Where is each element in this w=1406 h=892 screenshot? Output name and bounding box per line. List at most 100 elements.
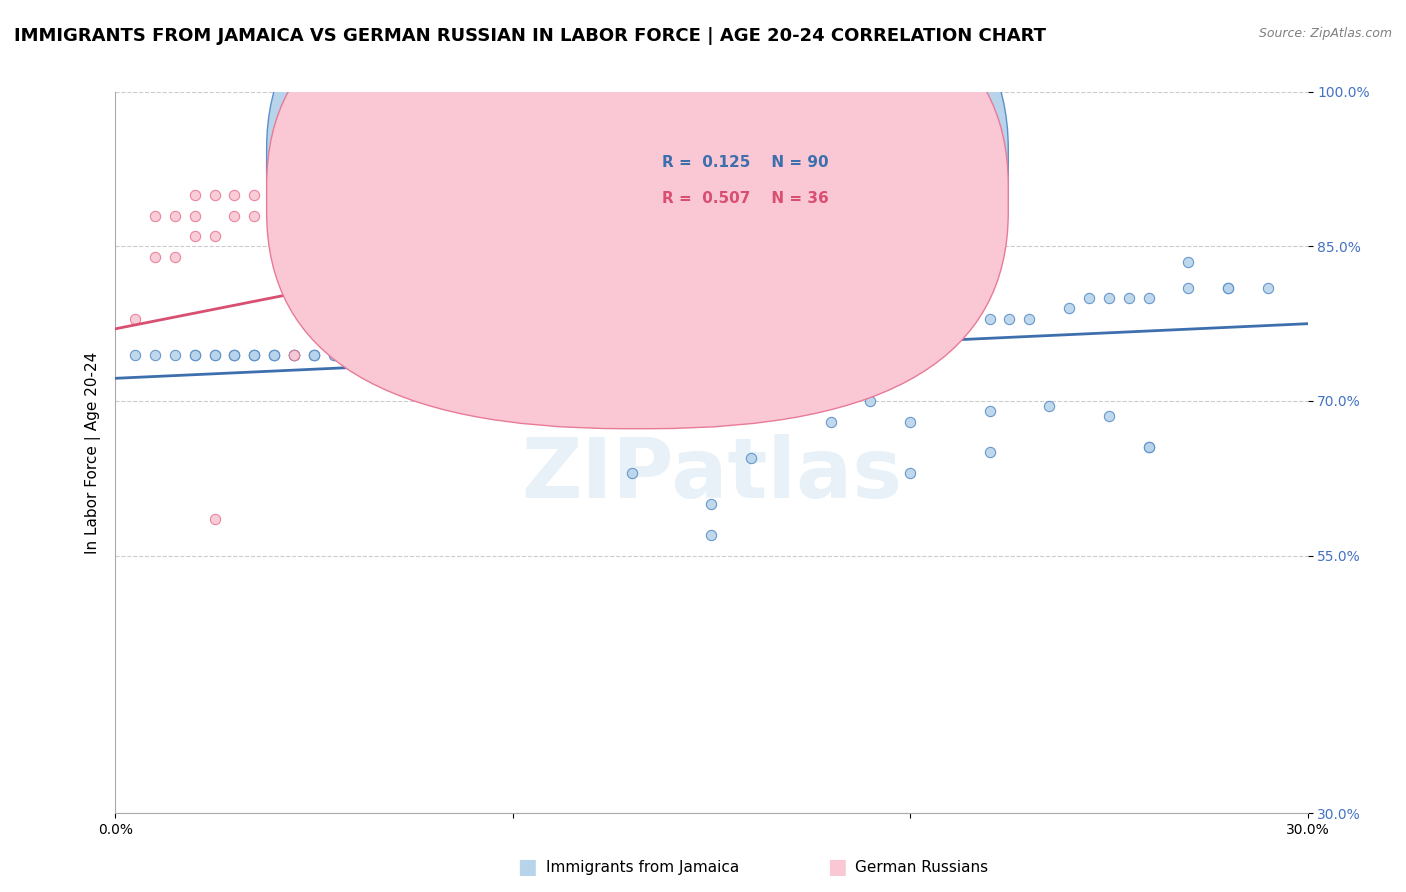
Point — [461, 348, 484, 362]
Point — [561, 348, 583, 362]
Point — [700, 311, 723, 326]
Point — [204, 187, 226, 202]
Point — [183, 209, 205, 223]
Point — [224, 348, 246, 362]
Point — [322, 348, 344, 362]
Point — [502, 348, 524, 362]
Point — [283, 348, 305, 362]
Point — [1057, 301, 1080, 316]
Point — [502, 348, 524, 362]
Text: German Russians: German Russians — [855, 860, 988, 874]
Point — [302, 348, 325, 362]
Point — [581, 415, 603, 429]
Point — [441, 348, 464, 362]
Point — [541, 229, 564, 244]
FancyBboxPatch shape — [267, 0, 1008, 429]
Point — [820, 415, 842, 429]
Point — [224, 348, 246, 362]
Point — [243, 348, 266, 362]
Point — [1177, 255, 1199, 269]
Point — [204, 512, 226, 526]
Point — [263, 187, 285, 202]
Point — [759, 311, 782, 326]
Point — [979, 445, 1001, 459]
Point — [939, 311, 962, 326]
Point — [143, 348, 166, 362]
Point — [541, 348, 564, 362]
Point — [620, 466, 643, 480]
Y-axis label: In Labor Force | Age 20-24: In Labor Force | Age 20-24 — [86, 351, 101, 554]
Point — [720, 209, 742, 223]
Point — [959, 311, 981, 326]
Point — [859, 311, 882, 326]
Point — [204, 348, 226, 362]
Point — [1018, 311, 1040, 326]
Point — [641, 348, 664, 362]
Point — [183, 348, 205, 362]
Point — [382, 348, 405, 362]
Text: IMMIGRANTS FROM JAMAICA VS GERMAN RUSSIAN IN LABOR FORCE | AGE 20-24 CORRELATION: IMMIGRANTS FROM JAMAICA VS GERMAN RUSSIA… — [14, 27, 1046, 45]
Point — [363, 348, 385, 362]
Point — [441, 229, 464, 244]
Point — [1098, 291, 1121, 305]
Point — [163, 209, 186, 223]
Point — [481, 229, 503, 244]
Point — [700, 497, 723, 511]
Point — [839, 311, 862, 326]
Point — [779, 311, 801, 326]
Point — [1098, 409, 1121, 424]
Point — [898, 415, 921, 429]
Point — [382, 219, 405, 233]
Point — [1118, 291, 1140, 305]
Point — [820, 311, 842, 326]
Point — [283, 209, 305, 223]
Point — [859, 394, 882, 409]
Point — [422, 219, 444, 233]
Text: R =  0.507    N = 36: R = 0.507 N = 36 — [662, 191, 830, 206]
Point — [820, 187, 842, 202]
Point — [581, 260, 603, 274]
Point — [302, 348, 325, 362]
Point — [343, 348, 366, 362]
Point — [363, 348, 385, 362]
Point — [143, 250, 166, 264]
Point — [302, 270, 325, 285]
Point — [263, 348, 285, 362]
Point — [224, 187, 246, 202]
Point — [302, 348, 325, 362]
Point — [402, 348, 425, 362]
Text: Immigrants from Jamaica: Immigrants from Jamaica — [546, 860, 738, 874]
Point — [422, 348, 444, 362]
Point — [740, 450, 762, 465]
Point — [363, 229, 385, 244]
Point — [522, 348, 544, 362]
Point — [898, 311, 921, 326]
Point — [1216, 280, 1239, 294]
Point — [183, 348, 205, 362]
Point — [243, 348, 266, 362]
Point — [740, 311, 762, 326]
Point — [124, 348, 146, 362]
Point — [898, 466, 921, 480]
Point — [1177, 280, 1199, 294]
Text: R =  0.125    N = 90: R = 0.125 N = 90 — [662, 155, 830, 170]
Point — [979, 311, 1001, 326]
Point — [283, 348, 305, 362]
Point — [620, 229, 643, 244]
Point — [481, 348, 503, 362]
Point — [322, 348, 344, 362]
FancyBboxPatch shape — [598, 128, 903, 233]
Point — [581, 348, 603, 362]
FancyBboxPatch shape — [267, 0, 1008, 392]
Point — [661, 348, 683, 362]
Point — [224, 348, 246, 362]
Point — [1137, 441, 1160, 455]
Point — [461, 229, 484, 244]
Point — [263, 348, 285, 362]
Point — [402, 348, 425, 362]
Point — [204, 229, 226, 244]
Point — [243, 348, 266, 362]
Point — [1038, 399, 1060, 413]
Point — [1137, 441, 1160, 455]
Point — [204, 348, 226, 362]
